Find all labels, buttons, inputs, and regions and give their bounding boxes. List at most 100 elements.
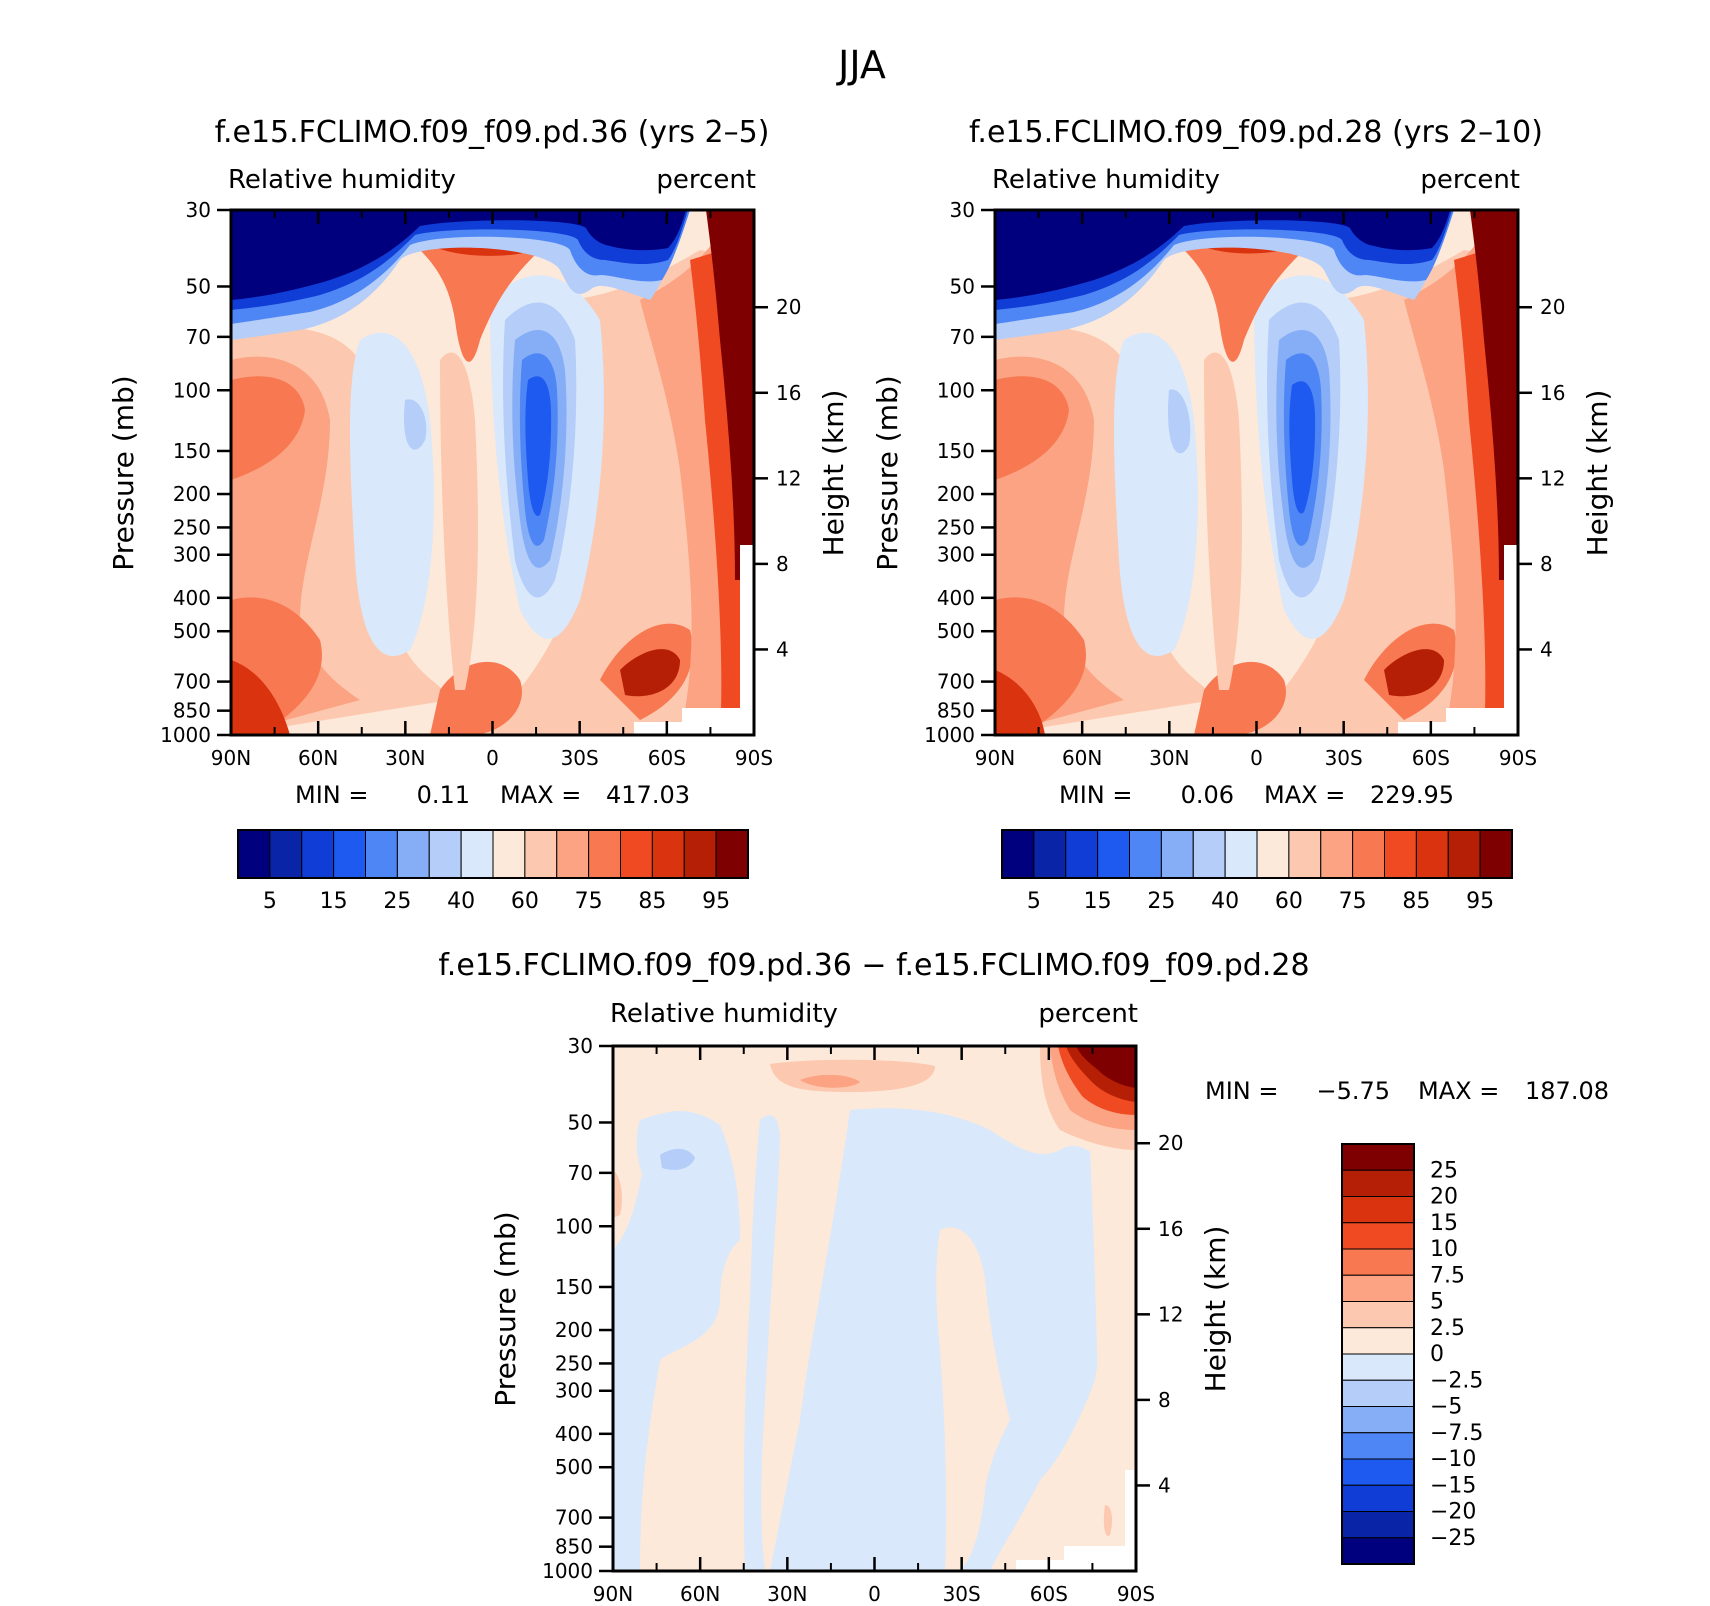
colorbar-swatch [492,829,526,879]
x-tick-label: 30N [385,746,425,770]
panel-a-colorbar: 5 15 25 40 60 75 85 95 [237,829,749,914]
y-tick-label: 50 [568,1110,593,1134]
panel-b-title: f.e15.FCLIMO.f09_f09.pd.28 (yrs 2–10) [969,115,1543,150]
panel-b-subtitle-left: Relative humidity [992,165,1220,195]
x-tick-label: 30N [767,1582,807,1606]
panel-a-ylabel: Pressure (mb) [107,375,140,570]
rh-band-10-south [525,376,552,516]
missing-region-c2 [1064,1546,1136,1560]
colorbar-label: 5 [1027,889,1041,914]
rh-band-10-south [1289,381,1316,514]
colorbar-label: 7.5 [1430,1263,1465,1288]
colorbar-label: −20 [1430,1500,1476,1525]
x-tick-label: 30N [1149,746,1189,770]
rh-band-85-west [231,376,305,480]
colorbar-swatch [1341,1169,1415,1197]
y-right-tick-label: 12 [776,466,801,490]
panel-a-contour-field [231,210,754,735]
colorbar-label: 95 [702,889,730,914]
colorbar-swatch [396,829,430,879]
panel-b: f.e15.FCLIMO.f09_f09.pd.28 (yrs 2–10) Re… [871,115,1614,914]
y-tick-label: 70 [568,1161,593,1185]
colorbar-swatch [588,829,621,879]
rh-band-75-tropopause [1184,241,1304,362]
colorbar-swatch [1001,829,1035,879]
rh-band-95-antarctic [706,210,754,580]
colorbar-swatch [1341,1222,1415,1250]
panel-a-subtitle-right: percent [656,165,756,195]
rh-band-55-north [1114,332,1198,656]
missing-region-b2 [1446,708,1518,722]
y-tick-label: 700 [937,670,975,694]
panel-c-min-label: MIN = [1205,1077,1278,1105]
colorbar-label: −5 [1430,1395,1462,1420]
y-tick-label: 100 [937,378,975,402]
colorbar-swatch [1224,829,1258,879]
y-tick-label: 500 [555,1455,593,1479]
colorbar-swatch [365,829,398,879]
colorbar-swatch [1160,829,1194,879]
x-tick-label: 60S [1030,1582,1068,1606]
panel-a-subtitle-left: Relative humidity [228,165,456,195]
colorbar-label: 85 [638,889,666,914]
y-right-tick-label: 20 [1158,1131,1183,1155]
colorbar-frame [1001,829,1513,879]
colorbar-swatch [1341,1458,1415,1486]
rh-band-95-south [620,649,680,697]
panel-a-ylabel-right: Height (km) [817,390,850,557]
x-tick-label: 0 [1250,746,1263,770]
colorbar-label: 2.5 [1430,1316,1465,1341]
colorbar-label: −7.5 [1430,1421,1483,1446]
y-tick-label: 200 [555,1318,593,1342]
y-tick-label: 50 [186,274,211,298]
colorbar-swatch [1341,1484,1415,1512]
diff-band-neg-south [770,1108,1104,1571]
colorbar-label: 75 [1339,889,1367,914]
y-right-tick-label: 16 [1540,381,1565,405]
diff-band-pos-south-high [1090,1147,1127,1480]
x-tick-label: 90N [211,746,251,770]
x-tick-label: 90S [1117,1582,1155,1606]
panel-c-min-value: −5.75 [1316,1077,1390,1105]
colorbar-swatch [301,829,335,879]
panel-a-max-label: MAX = [500,781,581,809]
colorbar-label: −2.5 [1430,1368,1483,1393]
missing-region-a3 [740,545,754,715]
diff-band-neg-midlat [743,1115,780,1571]
y-right-tick-label: 8 [776,552,789,576]
x-tick-label: 90S [1499,746,1537,770]
colorbar-swatch [1256,829,1290,879]
panel-c-ylabel-right: Height (km) [1199,1226,1232,1393]
y-right-tick-label: 4 [1158,1473,1171,1497]
panel-c-max-label: MAX = [1418,1077,1499,1105]
panel-b-min-label: MIN = [1059,781,1132,809]
colorbar-label: 15 [320,889,348,914]
colorbar-swatch [1341,1274,1415,1302]
colorbar-swatch [269,829,303,879]
y-tick-label: 1000 [924,723,975,747]
missing-region-b3 [1504,545,1518,715]
rh-band-85-eq [1194,661,1286,735]
colorbar-swatch [333,829,366,879]
panel-a-title: f.e15.FCLIMO.f09_f09.pd.36 (yrs 2–5) [215,115,770,150]
y-right-tick-label: 4 [776,637,789,661]
x-tick-label: 0 [486,746,499,770]
x-tick-label: 60S [648,746,686,770]
y-tick-label: 200 [173,482,211,506]
y-tick-label: 30 [568,1034,593,1058]
colorbar-swatch [683,829,717,879]
rh-band-65-eq [1204,352,1242,690]
colorbar-label: 25 [1147,889,1175,914]
colorbar-swatch [1341,1301,1415,1329]
colorbar-label: 75 [575,889,603,914]
figure-title: JJA [836,43,886,87]
panel-a-min-label: MIN = [295,781,368,809]
y-tick-label: 30 [950,198,975,222]
rh-band-75-tropopause [420,241,540,362]
colorbar-swatch [1320,829,1354,879]
rh-band-lt5-strat [231,210,686,300]
x-tick-label: 0 [868,1582,881,1606]
rh-band-35-north [1168,389,1191,454]
